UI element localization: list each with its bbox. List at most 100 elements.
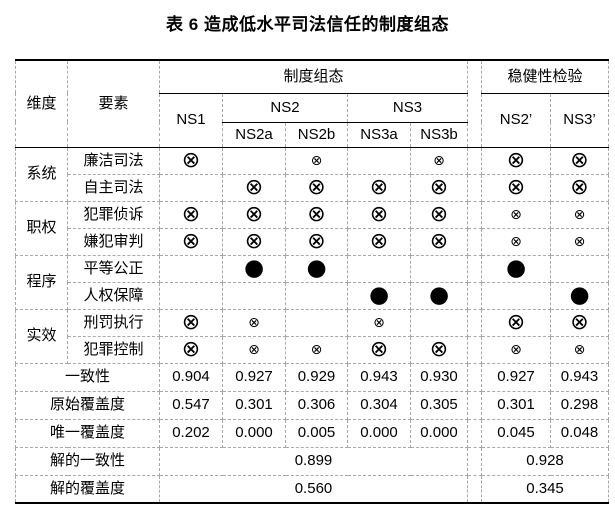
config-cell: ⊗ <box>481 335 551 364</box>
dimension-cell: 系统 <box>15 146 68 202</box>
core-absent-icon: ⊗ <box>429 336 449 362</box>
header-col-ns2b: NS2b <box>285 121 348 148</box>
gap-cell <box>467 335 482 364</box>
stat-value: 0.943 <box>549 362 610 392</box>
stat-label: 原始覆盖度 <box>15 390 160 420</box>
config-cell: ⊗ <box>159 335 223 364</box>
core-present-icon: ● <box>505 255 527 281</box>
core-absent-icon: ⊗ <box>429 228 449 254</box>
gap-cell <box>467 146 482 175</box>
gap-cell <box>467 200 482 229</box>
peripheral-absent-icon: ⊗ <box>510 233 522 250</box>
config-cell: ⊗ <box>549 173 610 202</box>
config-cell: ⊗ <box>549 335 610 364</box>
stat-value: 0.005 <box>285 418 348 448</box>
solution-label: 解的覆盖度 <box>15 474 160 504</box>
stat-value: 0.927 <box>481 362 551 392</box>
header-col-ns1: NS1 <box>159 92 223 148</box>
config-cell: ⊗ <box>159 146 223 175</box>
core-absent-icon: ⊗ <box>369 174 389 200</box>
stat-value: 0.943 <box>347 362 411 392</box>
config-cell: ⊗ <box>347 173 411 202</box>
config-cell: ⊗ <box>549 227 610 256</box>
config-cell <box>159 173 223 202</box>
element-cell: 人权保障 <box>67 281 160 310</box>
peripheral-absent-icon: ⊗ <box>248 341 260 358</box>
dimension-cell: 程序 <box>15 254 68 310</box>
core-absent-icon: ⊗ <box>244 228 264 254</box>
peripheral-absent-icon: ⊗ <box>573 233 586 250</box>
config-cell: ⊗ <box>285 200 348 229</box>
element-cell: 自主司法 <box>67 173 160 202</box>
config-cell: ⊗ <box>481 308 551 337</box>
dimension-cell: 实效 <box>15 308 68 364</box>
config-cell <box>222 281 286 310</box>
config-cell <box>285 281 348 310</box>
table-title: 表 6 造成低水平司法信任的制度组态 <box>166 15 449 34</box>
header-col-ns3-prime: NS3’ <box>549 92 610 148</box>
gap-cell <box>467 418 482 448</box>
stat-value: 0.298 <box>549 390 610 420</box>
peripheral-absent-icon: ⊗ <box>510 206 522 223</box>
core-absent-icon: ⊗ <box>181 336 201 362</box>
config-cell: ⊗ <box>285 227 348 256</box>
gap-cell <box>467 390 482 420</box>
config-cell: ● <box>481 254 551 283</box>
stat-value: 0.904 <box>159 362 223 392</box>
config-cell: ● <box>347 281 411 310</box>
peripheral-absent-icon: ⊗ <box>373 314 385 331</box>
element-cell: 犯罪侦诉 <box>67 200 160 229</box>
config-cell: ⊗ <box>549 308 610 337</box>
config-cell: ● <box>549 281 610 310</box>
stat-value: 0.930 <box>410 362 468 392</box>
header-robustness-group: 稳健性检验 <box>480 59 610 94</box>
header-config-group: 制度组态 <box>159 59 468 94</box>
config-cell: ⊗ <box>222 173 286 202</box>
core-absent-icon: ⊗ <box>506 309 526 335</box>
gap-cell <box>467 362 482 392</box>
stat-value: 0.547 <box>159 390 223 420</box>
peripheral-absent-icon: ⊗ <box>310 152 323 169</box>
config-cell: ⊗ <box>410 173 468 202</box>
config-cell: ● <box>285 254 348 283</box>
peripheral-absent-icon: ⊗ <box>573 341 586 358</box>
element-cell: 廉洁司法 <box>67 146 160 175</box>
stat-value: 0.304 <box>347 390 411 420</box>
config-cell: ⊗ <box>481 146 551 175</box>
gap-cell <box>467 254 482 283</box>
solution-value-config: 0.560 <box>159 474 468 504</box>
element-cell: 刑罚执行 <box>67 308 160 337</box>
element-cell: 犯罪控制 <box>67 335 160 364</box>
config-cell: ⊗ <box>285 335 348 364</box>
stat-value: 0.301 <box>222 390 286 420</box>
config-cell <box>347 146 411 175</box>
config-cell: ⊗ <box>410 200 468 229</box>
peripheral-absent-icon: ⊗ <box>573 206 586 223</box>
qca-table-body: 维度 要素 制度组态 稳健性检验 NS1 NS2 NS3 NS2’ NS3’ NS2a NS2b NS… <box>15 59 610 504</box>
core-absent-icon: ⊗ <box>506 174 526 200</box>
core-absent-icon: ⊗ <box>181 309 201 335</box>
config-cell <box>222 146 286 175</box>
peripheral-absent-icon: ⊗ <box>248 314 260 331</box>
config-cell: ⊗ <box>285 173 348 202</box>
gap-cell <box>467 281 482 310</box>
config-cell <box>159 281 223 310</box>
config-cell: ⊗ <box>159 200 223 229</box>
config-cell: ⊗ <box>347 227 411 256</box>
config-cell: ⊗ <box>285 146 348 175</box>
peripheral-absent-icon: ⊗ <box>510 341 522 358</box>
stat-value: 0.045 <box>481 418 551 448</box>
config-cell: ● <box>222 254 286 283</box>
core-absent-icon: ⊗ <box>506 147 526 173</box>
gap-cell <box>467 227 482 256</box>
core-present-icon: ● <box>428 282 450 308</box>
header-col-ns2: NS2 <box>222 92 348 123</box>
header-col-ns3a: NS3a <box>347 121 411 148</box>
gap-cell <box>467 308 482 337</box>
config-cell: ⊗ <box>410 335 468 364</box>
header-col-ns3b: NS3b <box>410 121 468 148</box>
stat-label: 一致性 <box>15 362 160 392</box>
core-absent-icon: ⊗ <box>369 201 389 227</box>
config-cell: ⊗ <box>481 227 551 256</box>
config-cell <box>285 308 348 337</box>
